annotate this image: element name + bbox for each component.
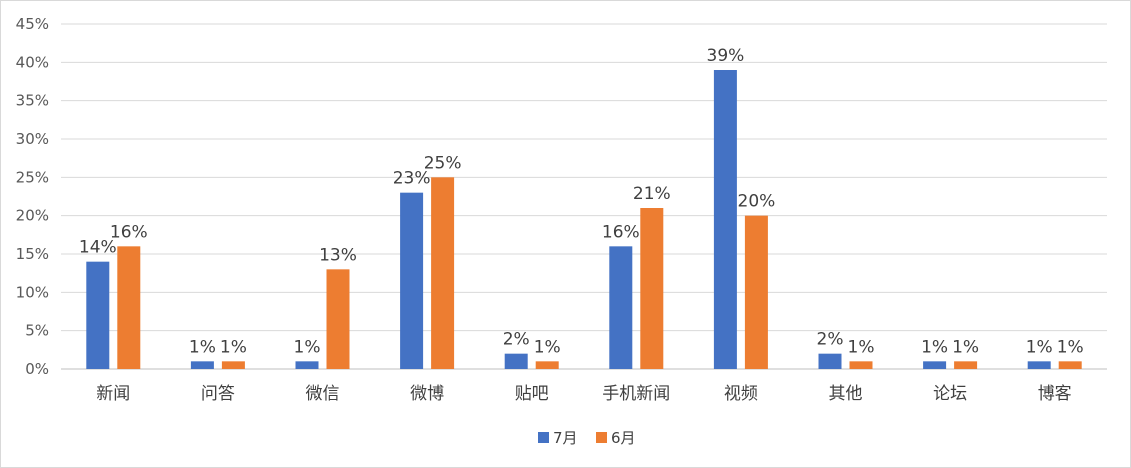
bars — [86, 70, 1082, 369]
bar-series-2 — [431, 177, 455, 369]
legend-label: 6月 — [611, 429, 636, 447]
x-category-label: 视频 — [724, 384, 758, 404]
bar-series-2 — [640, 208, 664, 369]
y-tick-label: 45% — [16, 15, 49, 33]
data-label: 1% — [189, 337, 216, 357]
legend: 7月 6月 — [538, 429, 636, 447]
y-tick-label: 5% — [25, 322, 49, 340]
bar-series-1 — [818, 353, 842, 369]
bar-series-2 — [849, 361, 873, 369]
bar-series-1 — [86, 261, 110, 369]
data-label: 1% — [534, 337, 561, 357]
data-label: 1% — [1026, 337, 1053, 357]
gridlines — [61, 23, 1107, 370]
bar-series-2 — [535, 361, 559, 369]
data-label: 1% — [220, 337, 247, 357]
bar-series-1 — [190, 361, 214, 369]
data-label: 1% — [952, 337, 979, 357]
x-category-label: 论坛 — [933, 384, 967, 404]
x-category-label: 博客 — [1038, 384, 1072, 404]
legend-label: 7月 — [553, 429, 578, 447]
bar-series-1 — [400, 192, 424, 369]
bar-series-2 — [1058, 361, 1082, 369]
x-category-label: 其他 — [829, 384, 863, 404]
data-label: 1% — [294, 337, 321, 357]
data-label: 16% — [602, 222, 640, 242]
data-label: 21% — [633, 184, 671, 204]
bar-series-1 — [295, 361, 319, 369]
bar-series-1 — [923, 361, 947, 369]
legend-swatch — [538, 432, 549, 443]
data-label: 20% — [738, 192, 776, 212]
bar-series-1 — [609, 246, 633, 369]
y-tick-label: 40% — [16, 53, 49, 71]
y-tick-label: 0% — [25, 360, 49, 378]
data-label: 1% — [848, 337, 875, 357]
x-category-label: 贴吧 — [515, 384, 549, 404]
bar-series-2 — [326, 269, 350, 369]
x-category-label: 问答 — [201, 384, 235, 404]
data-label: 16% — [110, 222, 148, 242]
bar-series-1 — [504, 353, 528, 369]
data-label: 2% — [503, 330, 530, 350]
y-tick-label: 30% — [16, 130, 49, 148]
x-category-label: 手机新闻 — [602, 384, 670, 404]
x-axis-categories: 新闻 问答 微信 微博 贴吧 手机新闻 视频 其他 论坛 博客 — [96, 384, 1071, 404]
x-category-label: 微信 — [306, 384, 340, 404]
y-axis-ticks: 0% 5% 10% 15% 20% 25% 30% 35% 40% 45% — [16, 15, 49, 378]
data-label: 14% — [79, 238, 117, 258]
x-category-label: 微博 — [410, 384, 444, 404]
bar-series-2 — [221, 361, 245, 369]
bar-series-2 — [744, 215, 768, 369]
y-tick-label: 10% — [16, 283, 49, 301]
bar-series-1 — [713, 70, 737, 369]
data-labels: 14%16%1% 1% 1%13%23%25%2% 1%16%21%39%20%2% 1… — [79, 46, 1084, 357]
bar-series-2 — [117, 246, 141, 369]
data-label: 39% — [707, 46, 745, 66]
legend-swatch — [596, 432, 607, 443]
x-category-label: 新闻 — [96, 384, 130, 404]
data-label: 1% — [1057, 337, 1084, 357]
data-label: 2% — [817, 330, 844, 350]
y-tick-label: 35% — [16, 92, 49, 110]
bar-series-2 — [954, 361, 978, 369]
data-label: 25% — [424, 153, 462, 173]
y-tick-label: 20% — [16, 207, 49, 225]
bar-series-1 — [1027, 361, 1051, 369]
y-tick-label: 25% — [16, 168, 49, 186]
y-tick-label: 15% — [16, 245, 49, 263]
data-label: 23% — [393, 169, 431, 189]
data-label: 13% — [319, 245, 357, 265]
data-label: 1% — [921, 337, 948, 357]
